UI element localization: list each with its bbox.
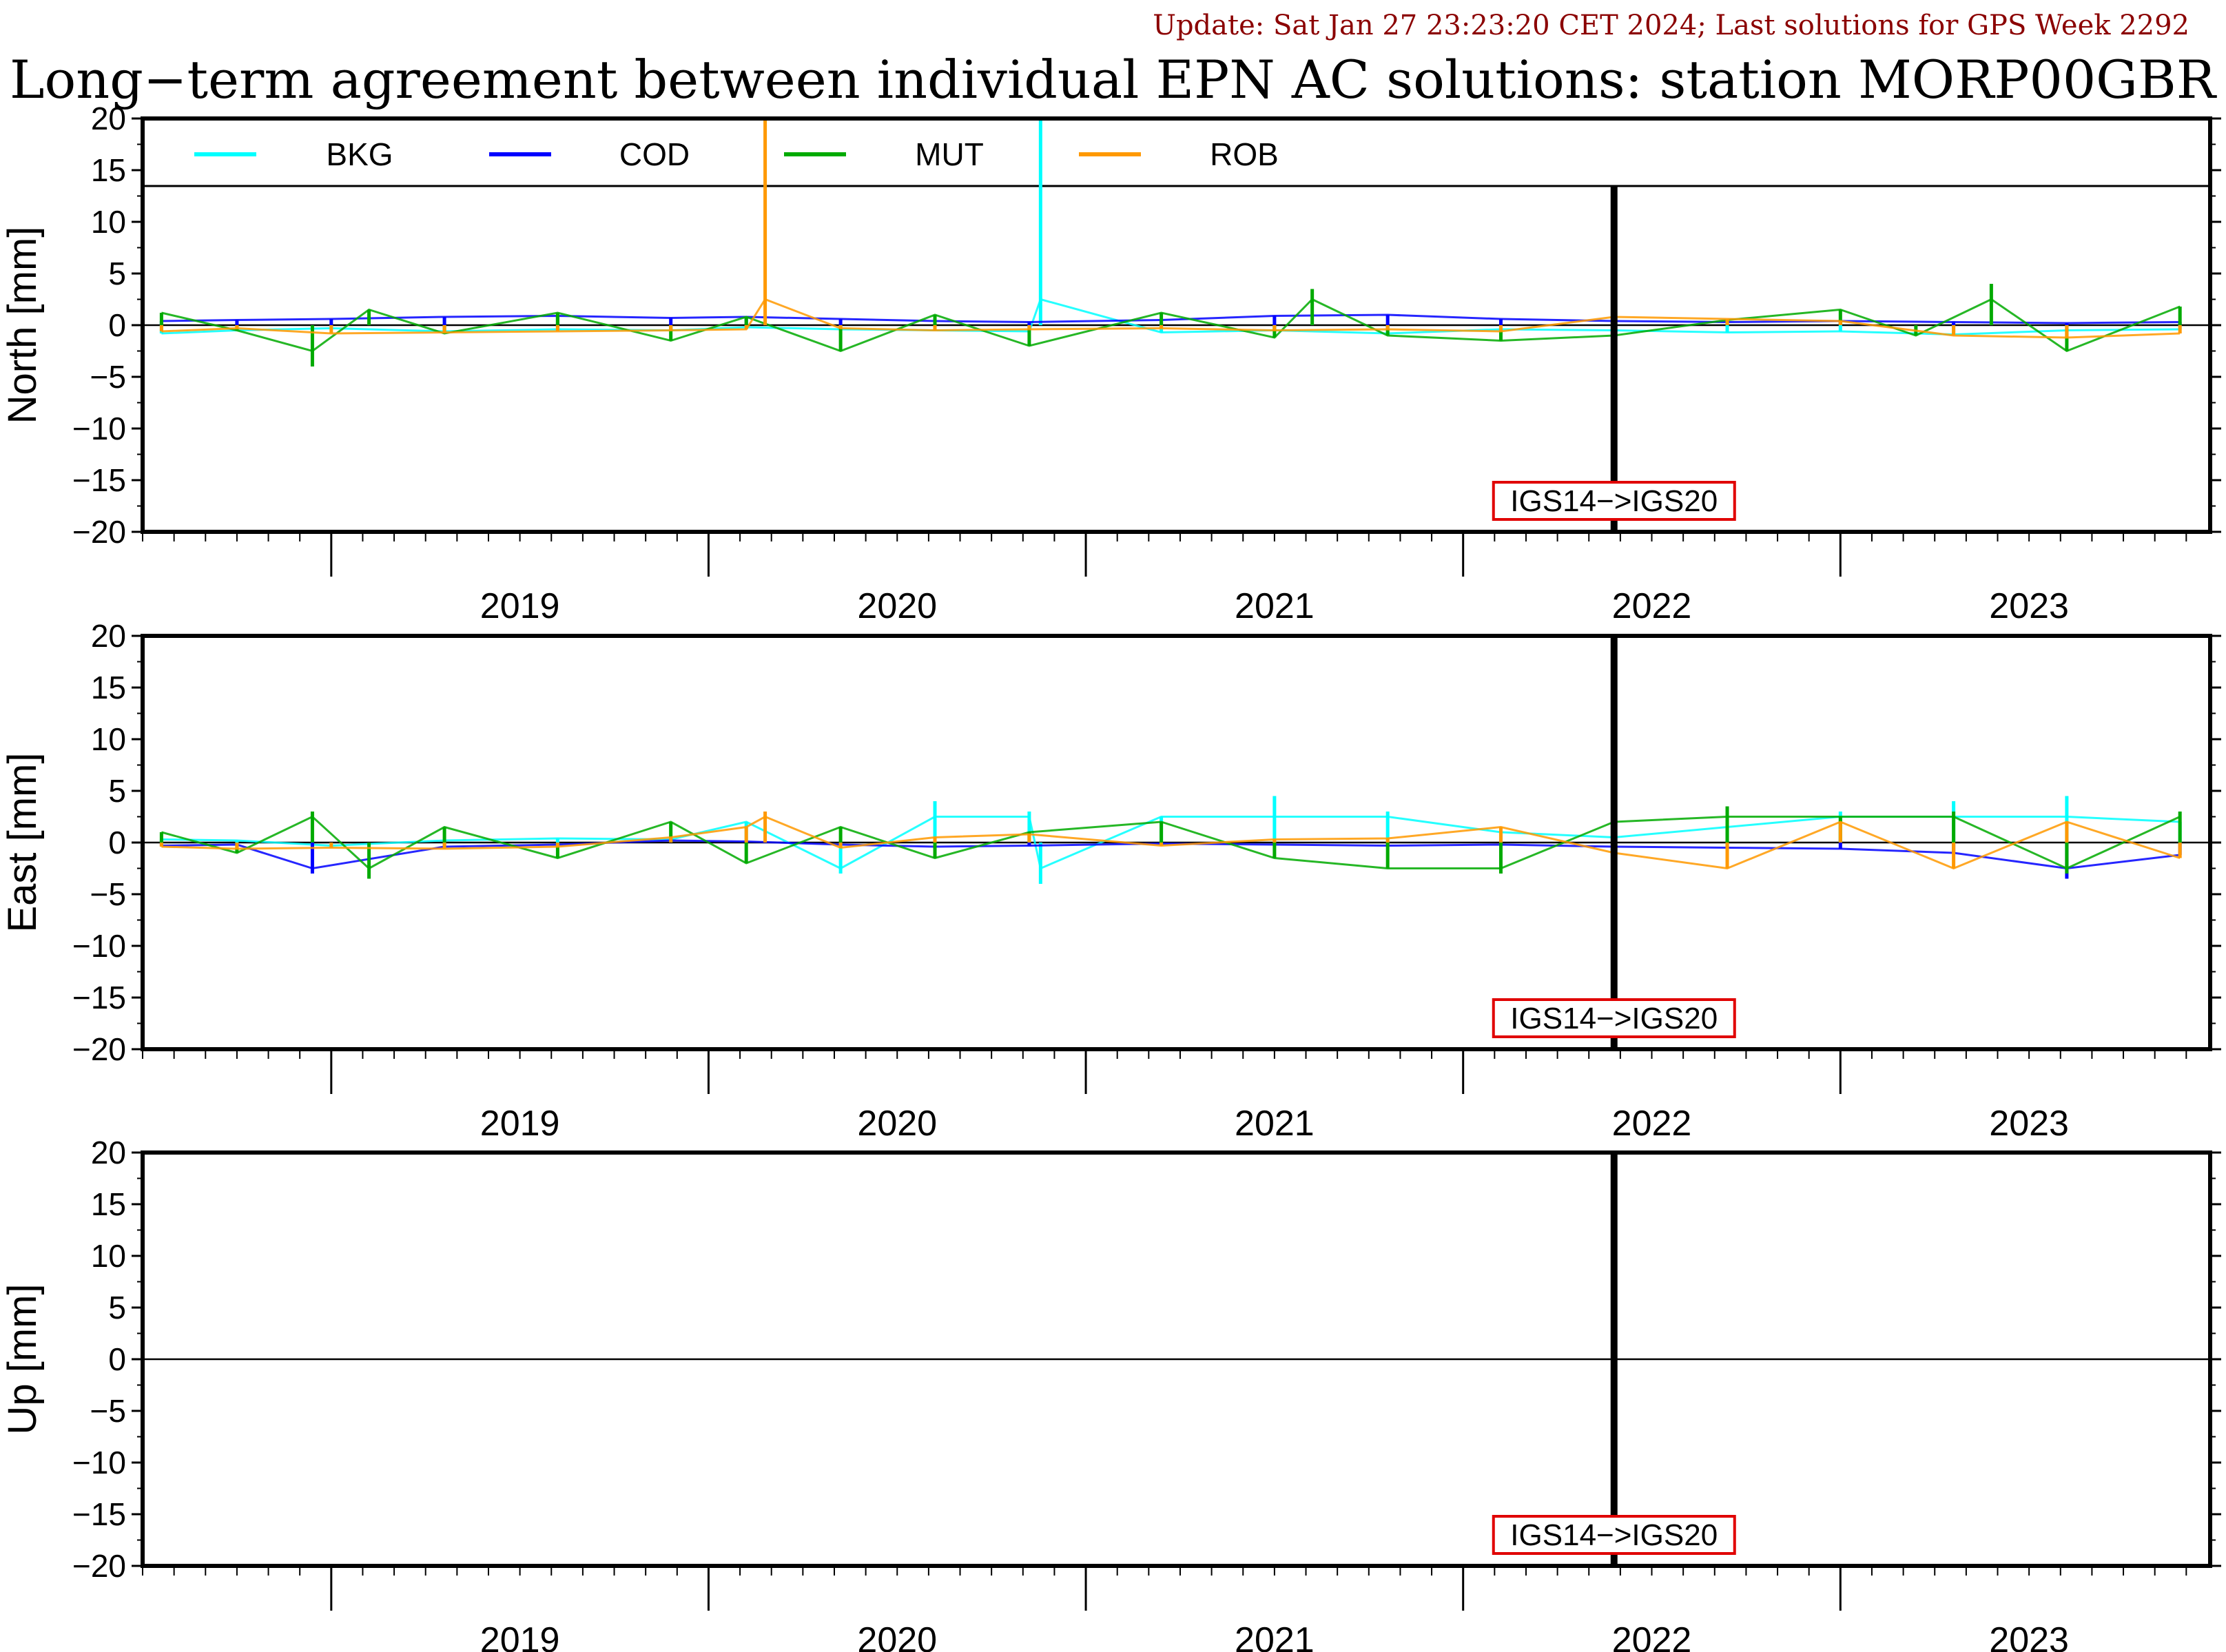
series-line-rob <box>161 298 2181 339</box>
x-tick-label: 2021 <box>1235 1104 1315 1144</box>
x-tick-label: 2021 <box>1235 1620 1315 1652</box>
x-tick-label: 2019 <box>480 1104 560 1144</box>
y-tick-label: −5 <box>90 359 126 395</box>
y-axis-title: East [mm] <box>0 752 45 932</box>
legend-label-bkg: BKG <box>326 136 393 172</box>
y-tick-label: 20 <box>91 618 126 654</box>
panel-up: 20 15 10 5 0 −5 −10 −15 −20 2019 2020 2021 2022 2023 U… <box>0 1135 2221 1652</box>
series-line-mut <box>161 298 2181 353</box>
x-tick-label: 2022 <box>1612 1104 1692 1144</box>
y-tick-label: 10 <box>91 204 126 240</box>
x-tick-label: 2019 <box>480 1620 560 1652</box>
legend-label-cod: COD <box>619 136 690 172</box>
y-tick-label: 15 <box>91 670 126 705</box>
x-tick-label: 2021 <box>1235 586 1315 626</box>
y-tick-label: −10 <box>72 928 126 964</box>
x-tick-label: 2023 <box>1989 586 2069 626</box>
y-tick-label: −10 <box>72 411 126 446</box>
legend-label-mut: MUT <box>915 136 984 172</box>
y-axis-title: Up [mm] <box>0 1283 45 1434</box>
x-tick-label: 2023 <box>1989 1104 2069 1144</box>
y-tick-label: 20 <box>91 1135 126 1170</box>
y-axis-title: North [mm] <box>0 227 45 424</box>
y-tick-label: −15 <box>72 1496 126 1532</box>
update-text: Update: Sat Jan 27 23:23:20 CET 2024; La… <box>1153 10 2189 41</box>
y-tick-label: −15 <box>72 462 126 498</box>
series-line-rob <box>161 815 2181 870</box>
y-tick-label: 0 <box>108 1341 126 1377</box>
chart-title: Long−term agreement between individual E… <box>10 49 2218 110</box>
annotation-label: IGS14−>IGS20 <box>1510 484 1718 518</box>
y-tick-label: 10 <box>91 721 126 757</box>
y-tick-label: −5 <box>90 1393 126 1429</box>
y-tick-label: −20 <box>72 1031 126 1067</box>
y-tick-label: −20 <box>72 1548 126 1584</box>
x-tick-label: 2020 <box>857 1104 937 1144</box>
series-line-cod <box>161 839 2181 870</box>
x-tick-label: 2019 <box>480 586 560 626</box>
plot-frame <box>141 1150 2212 1568</box>
panel-east: 20 15 10 5 0 −5 −10 −15 −20 2019 2020 2021 2022 2023 E… <box>0 618 2221 1144</box>
y-tick-label: −5 <box>90 876 126 912</box>
y-tick-label: 5 <box>108 773 126 809</box>
annotation-label: IGS14−>IGS20 <box>1510 1002 1718 1035</box>
plot-frame <box>141 116 2212 534</box>
annotation-box <box>1492 1515 1736 1555</box>
legend-label-rob: ROB <box>1210 136 1279 172</box>
x-tick-label: 2020 <box>857 1620 937 1652</box>
series-line-bkg <box>161 298 2181 336</box>
y-tick-label: −15 <box>72 980 126 1015</box>
series-line-mut <box>161 815 2181 870</box>
y-tick-label: 5 <box>108 256 126 291</box>
annotation-box <box>1492 481 1736 521</box>
y-tick-label: 10 <box>91 1238 126 1274</box>
y-tick-label: 0 <box>108 307 126 343</box>
y-tick-label: 20 <box>91 101 126 136</box>
x-tick-label: 2022 <box>1612 586 1692 626</box>
y-tick-label: 15 <box>91 152 126 188</box>
panel-north: 20 15 10 5 0 −5 −10 −15 −20 2019 2020 2021 2022 2023 N… <box>0 101 2221 626</box>
annotation-label: IGS14−>IGS20 <box>1510 1518 1718 1552</box>
y-tick-label: −10 <box>72 1445 126 1480</box>
plot-frame <box>141 634 2212 1051</box>
y-tick-label: 15 <box>91 1186 126 1222</box>
y-tick-label: 5 <box>108 1290 126 1325</box>
y-tick-label: 0 <box>108 825 126 860</box>
x-tick-label: 2023 <box>1989 1620 2069 1652</box>
y-tick-label: −20 <box>72 514 126 550</box>
x-tick-label: 2020 <box>857 586 937 626</box>
x-tick-label: 2022 <box>1612 1620 1692 1652</box>
series-line-bkg <box>161 816 2181 870</box>
annotation-box <box>1492 998 1736 1038</box>
